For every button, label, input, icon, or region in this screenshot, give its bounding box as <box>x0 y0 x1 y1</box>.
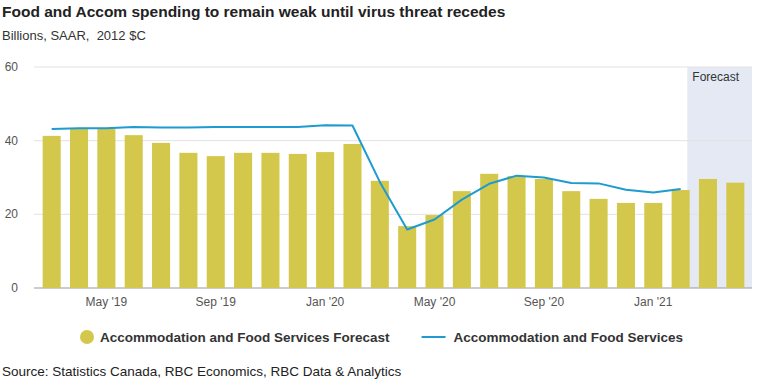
x-tick-label: Sep '19 <box>196 295 237 309</box>
y-tick-label: 40 <box>5 134 19 148</box>
bar <box>97 129 115 288</box>
source: Source: Statistics Canada, RBC Economics… <box>2 364 401 379</box>
bar <box>480 174 498 288</box>
marks <box>43 125 745 288</box>
bar <box>43 136 61 288</box>
grid-line <box>34 67 752 68</box>
legend-swatch <box>80 330 94 344</box>
bar <box>425 215 443 288</box>
line <box>52 125 681 229</box>
bar <box>535 179 553 288</box>
bar <box>289 154 307 288</box>
title: Food and Accom spending to remain weak u… <box>2 3 505 20</box>
bar <box>234 153 252 288</box>
forecast-label: Forecast <box>692 70 739 84</box>
bar <box>562 191 580 288</box>
bar <box>70 129 88 288</box>
x-tick-label: May '20 <box>414 295 456 309</box>
legend-label: Accommodation and Food Services <box>454 330 684 345</box>
bar <box>644 203 662 288</box>
bar <box>590 199 608 288</box>
bar <box>343 144 361 288</box>
bar <box>398 226 416 288</box>
x-tick-label: Sep '20 <box>524 295 565 309</box>
bar <box>453 191 471 288</box>
subtitle: Billions, SAAR, 2012 $C <box>2 28 146 43</box>
chart-root: Food and Accom spending to remain weak u… <box>0 0 760 382</box>
bar <box>371 181 389 288</box>
x-tick-label: Jan '21 <box>634 295 673 309</box>
bar <box>699 179 717 288</box>
y-tick-label: 20 <box>5 207 19 221</box>
bar <box>261 153 279 288</box>
bar <box>617 203 635 288</box>
forecast-region <box>687 67 752 288</box>
bar <box>152 143 170 288</box>
bar <box>672 190 690 288</box>
y-tick-label: 60 <box>5 60 19 74</box>
bar <box>726 183 744 288</box>
legend-label: Accommodation and Food Services Forecast <box>100 330 390 345</box>
chart: Food and Accom spending to remain weak u… <box>0 0 760 382</box>
x-tick-label: Jan '20 <box>306 295 345 309</box>
bar <box>125 135 143 288</box>
bar <box>508 176 526 288</box>
bar <box>179 153 197 288</box>
bar <box>207 156 225 288</box>
legend-swatch <box>422 336 446 338</box>
y-tick-label: 0 <box>11 281 18 295</box>
x-tick-label: May '19 <box>86 295 128 309</box>
bar <box>316 152 334 288</box>
